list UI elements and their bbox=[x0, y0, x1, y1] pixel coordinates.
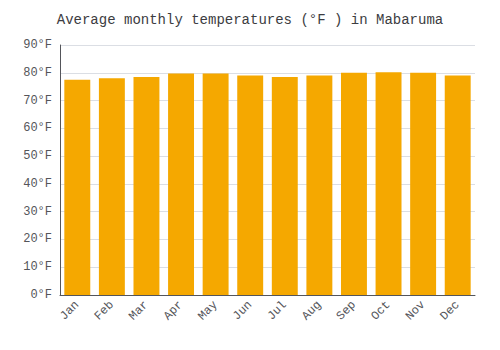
svg-text:0°F: 0°F bbox=[30, 288, 52, 302]
svg-text:Nov: Nov bbox=[403, 298, 428, 323]
svg-text:70°F: 70°F bbox=[23, 94, 52, 108]
svg-text:30°F: 30°F bbox=[23, 205, 52, 219]
svg-text:Dec: Dec bbox=[438, 298, 463, 323]
svg-text:Average monthly temperatures (: Average monthly temperatures (°F ) in Ma… bbox=[57, 12, 443, 28]
svg-text:May: May bbox=[195, 298, 220, 323]
svg-text:80°F: 80°F bbox=[23, 66, 52, 80]
svg-text:Jan: Jan bbox=[57, 298, 82, 323]
svg-text:Aug: Aug bbox=[299, 298, 324, 323]
svg-text:20°F: 20°F bbox=[23, 232, 52, 246]
svg-text:Sep: Sep bbox=[334, 298, 359, 323]
svg-text:60°F: 60°F bbox=[23, 121, 52, 135]
svg-text:Jul: Jul bbox=[265, 298, 290, 323]
svg-text:Feb: Feb bbox=[92, 298, 117, 323]
svg-text:40°F: 40°F bbox=[23, 177, 52, 191]
svg-text:50°F: 50°F bbox=[23, 149, 52, 163]
svg-text:Mar: Mar bbox=[126, 298, 151, 323]
svg-text:Apr: Apr bbox=[161, 298, 186, 323]
svg-text:Jun: Jun bbox=[230, 298, 255, 323]
svg-text:10°F: 10°F bbox=[23, 260, 52, 274]
svg-text:Oct: Oct bbox=[368, 298, 393, 323]
svg-text:90°F: 90°F bbox=[23, 38, 52, 52]
